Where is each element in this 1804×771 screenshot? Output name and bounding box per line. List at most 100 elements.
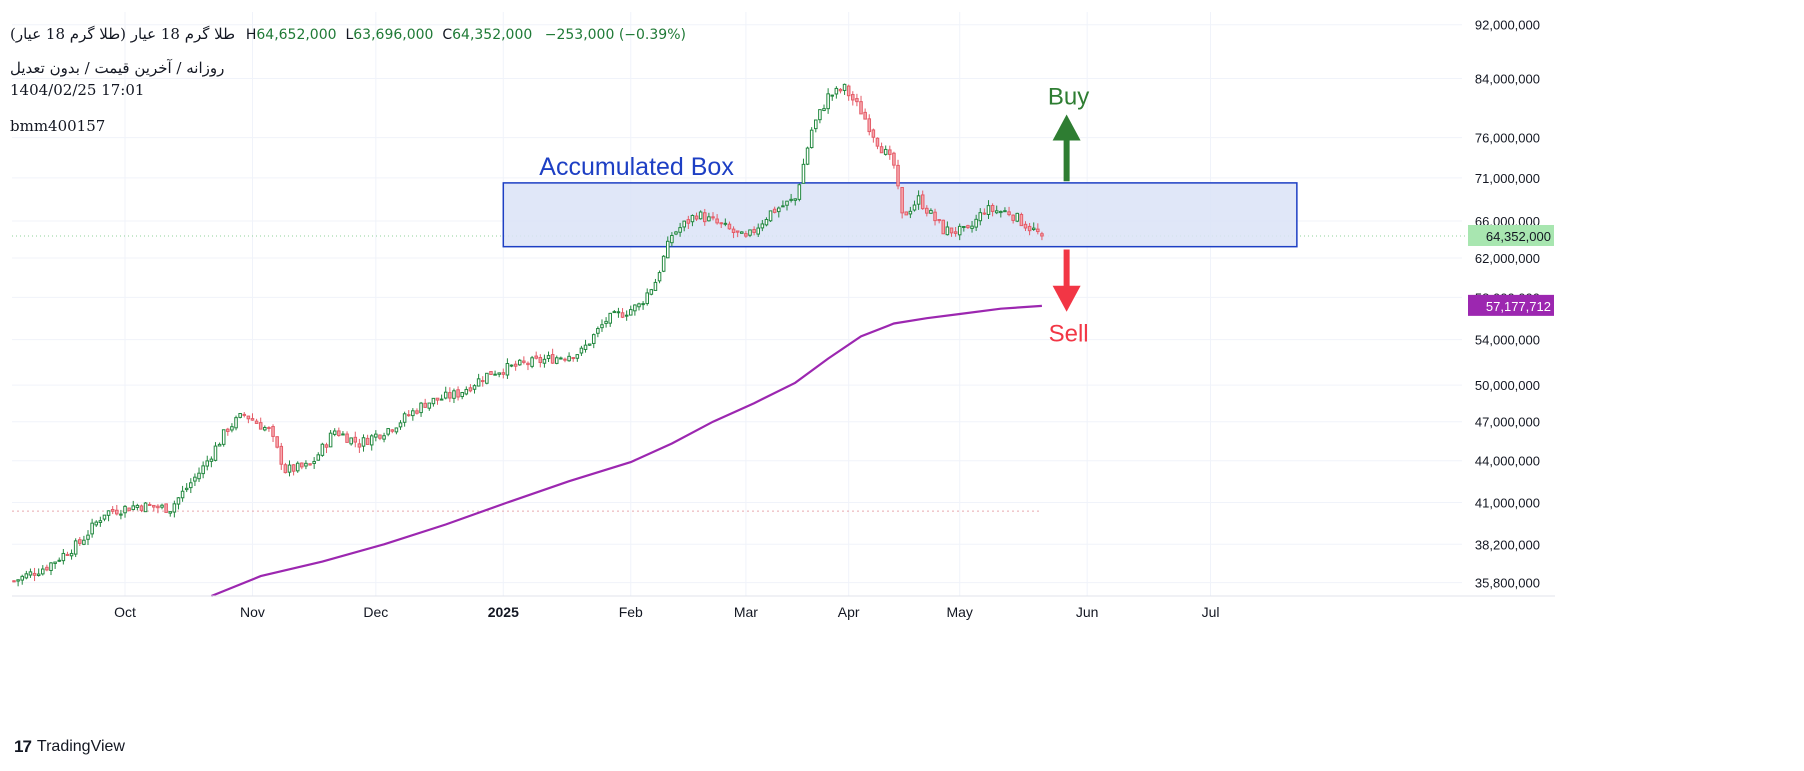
candle-body [439,398,444,401]
candle-body [213,445,218,461]
candle-body [740,231,744,234]
candle-body [513,363,518,367]
candle-body [962,225,966,228]
last-price-label: 64,352,000 [1486,229,1551,244]
candle-body [378,434,382,439]
candle-body [859,101,863,115]
candle-body [143,502,148,513]
candle-body [772,208,777,213]
candle-body [707,216,711,222]
candle-body [135,504,140,508]
candle-body [489,371,493,375]
candle-body [1023,223,1028,229]
candle-body [563,358,567,361]
x-tick-label: 2025 [488,604,519,620]
candle-body [230,426,234,431]
candle-body [534,355,538,359]
candle-body [12,580,16,583]
candle-body [748,229,752,236]
candle-body [49,562,53,571]
candle-body [908,210,913,215]
candle-body [994,210,999,214]
candle-body [152,504,156,508]
candle-body [883,148,888,155]
candle-body [423,402,427,408]
candle-body [805,147,810,165]
candle-body [234,417,238,429]
candle-body [752,229,756,233]
candle-body [398,422,403,428]
low-label: L [345,27,354,43]
candle-body [221,429,226,445]
candle-body [826,93,830,110]
candle-body [361,437,366,447]
candle-body [435,397,440,401]
candle-body [986,205,991,215]
candle-body [472,385,477,390]
candle-body [583,344,588,350]
high-label: H [245,27,257,43]
candle-body [497,372,501,375]
y-tick-label: 41,000,000 [1475,495,1540,510]
candle-body [316,454,321,461]
candle-body [777,207,781,213]
x-tick-label: Feb [619,604,643,620]
candle-body [863,111,867,120]
candle-body [254,420,259,424]
candle-body [390,429,395,432]
change-value: −253,000 (−0.39%) [544,27,686,43]
axes-group: 35,800,000 38,200,000 41,000,000 44,000,000… [12,18,1555,620]
candle-body [834,87,839,95]
candle-body [176,497,181,505]
candle-body [797,184,802,200]
candle-body [386,428,390,435]
candle-body [456,389,460,398]
candle-body [554,357,559,364]
candle-body [809,129,814,149]
candle-body [20,575,24,581]
candle-body [53,561,57,564]
candle-body [933,211,937,222]
candle-body [723,222,728,225]
candle-body [559,357,563,360]
y-tick-label: 50,000,000 [1475,378,1540,393]
candle-body [925,207,929,214]
candle-body [291,464,296,472]
y-tick-label: 35,800,000 [1475,576,1540,591]
candle-body [102,514,107,520]
candle-body [665,240,670,259]
candle-body [682,220,686,228]
candle-body [24,573,29,579]
candle-body [160,504,164,508]
candle-body [267,427,271,430]
candle-body [575,354,580,359]
candle-body [616,311,621,314]
x-tick-label: Dec [363,604,388,620]
candle-body [452,390,456,399]
candle-body [369,435,374,446]
candle-body [974,218,978,228]
candle-body [818,109,822,121]
candle-body [127,507,131,512]
symbol-name[interactable]: طلا گرم 18 عیار (طلا گرم 18 عیار) [10,25,236,43]
candle-body [61,552,66,562]
tradingview-logo[interactable]: 17 TradingView [14,737,125,757]
candle-body [522,360,526,363]
chart-legend: طلا گرم 18 عیار (طلا گرم 18 عیار) H64,65… [10,24,686,136]
candle-body [402,413,407,423]
candle-body [1036,228,1040,233]
candle-body [760,223,765,229]
legend-mode-row: روزانه / آخرین قیمت / بدون تعدیل [10,44,686,77]
candle-body [501,372,506,375]
candle-body [443,391,448,399]
accumulation-box-group[interactable]: Accumulated Box [502,153,1298,248]
candle-body [628,309,633,316]
candle-body [189,482,193,489]
candle-body [633,304,637,312]
candle-body [608,312,612,324]
candle-body [1031,227,1036,230]
candle-body [929,209,933,214]
accumulation-box[interactable] [502,182,1298,248]
candle-body [670,234,674,244]
